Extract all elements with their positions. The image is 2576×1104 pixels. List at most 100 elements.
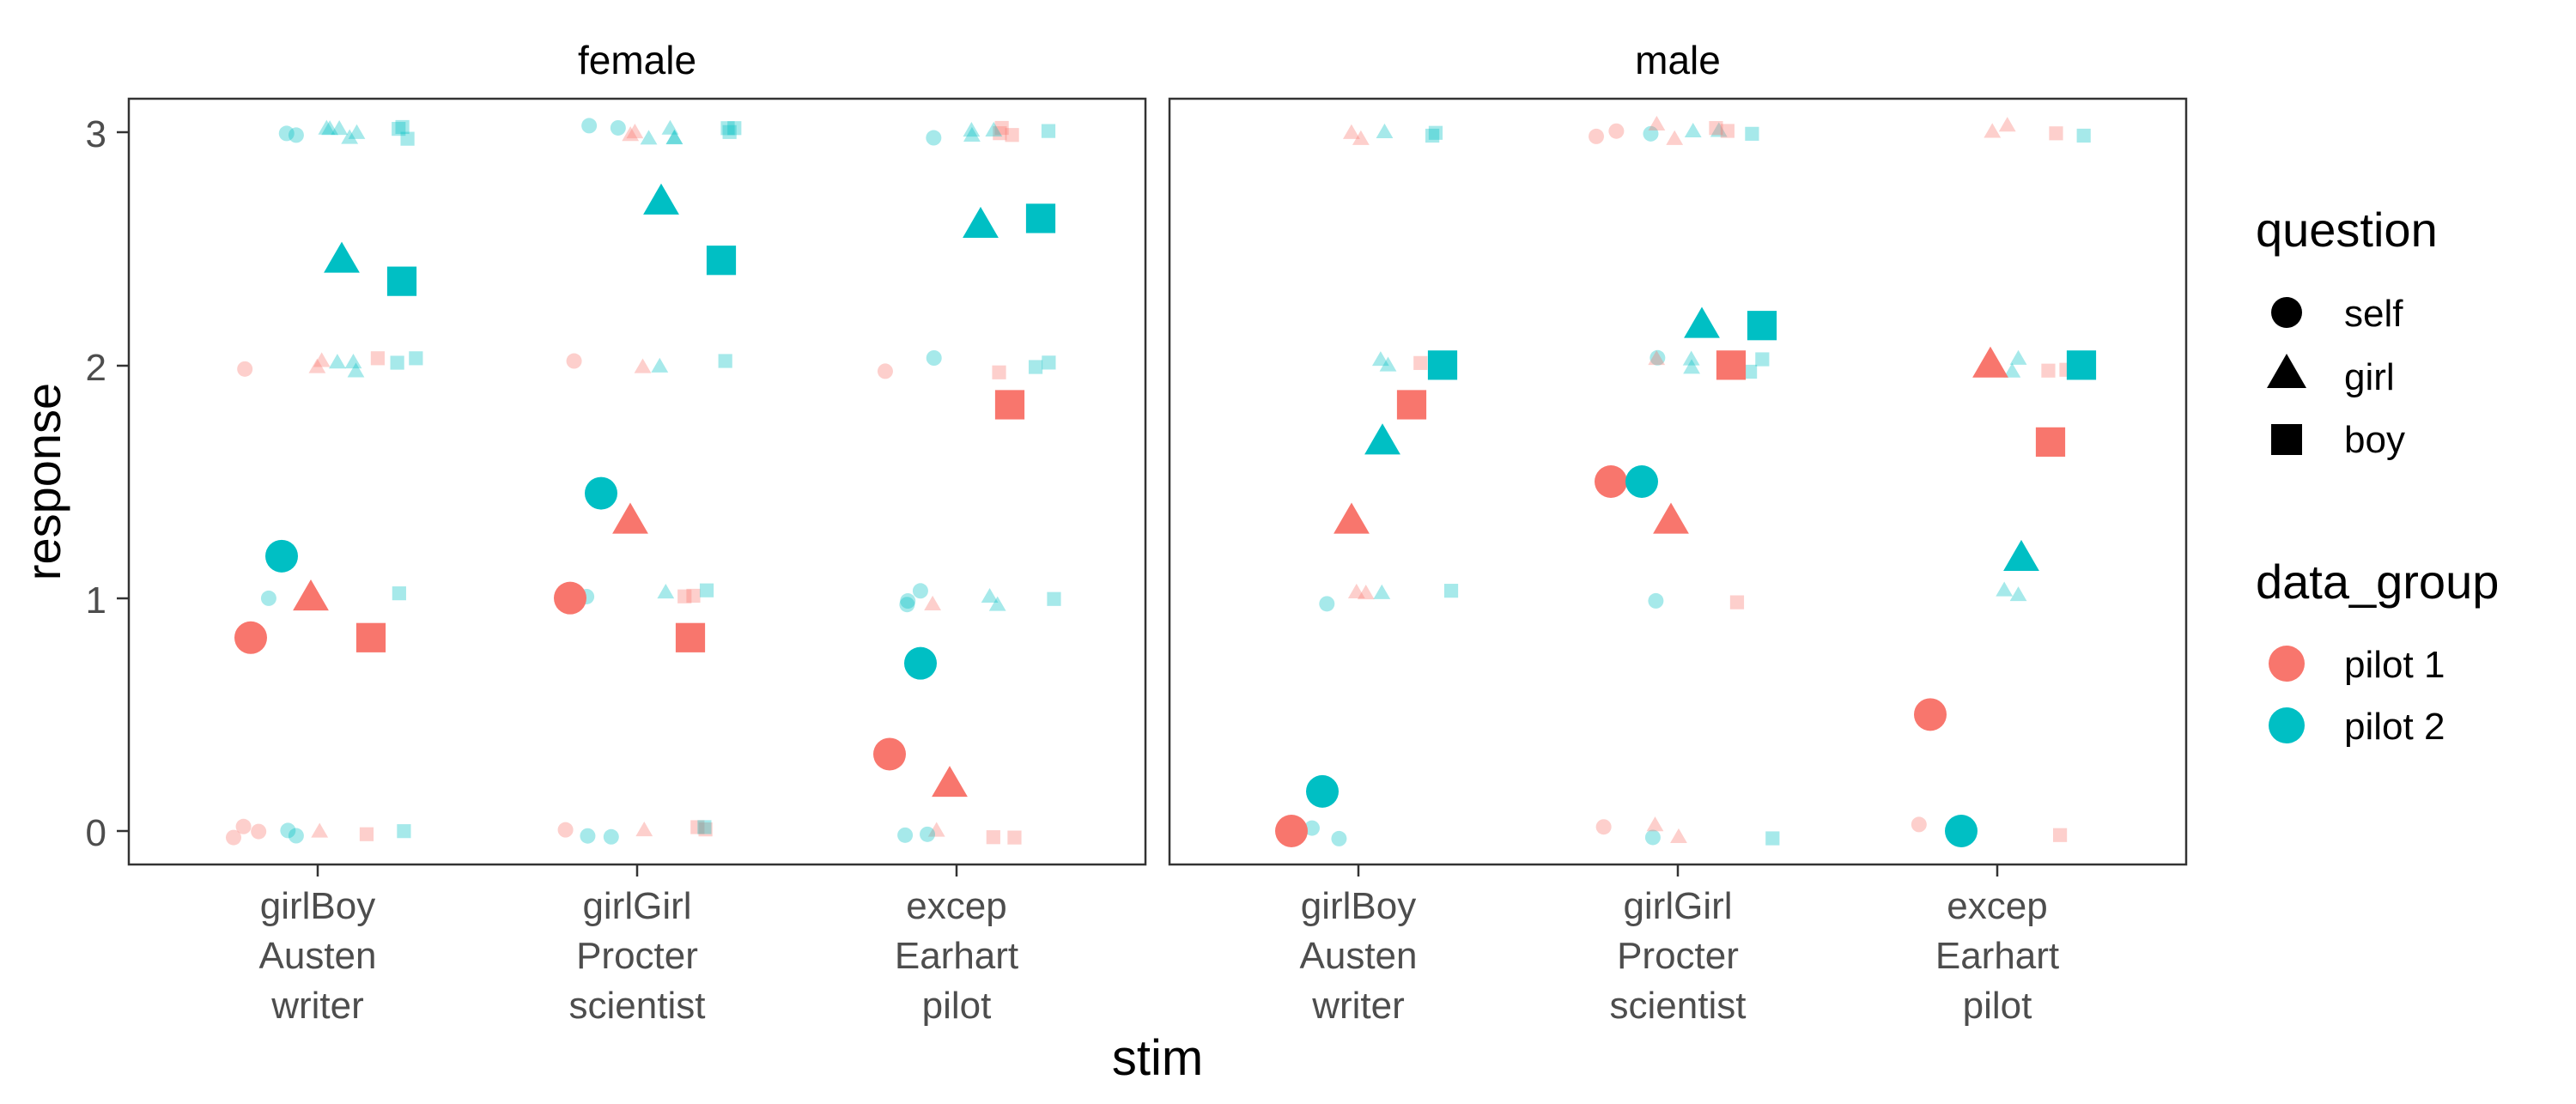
legend-item-self: self [2271, 293, 2403, 335]
mean-point-female-girlBoy-boy [355, 622, 386, 652]
raw-point [321, 120, 339, 136]
raw-point [665, 130, 683, 145]
raw-point [328, 354, 346, 369]
tick-line: scientist [569, 985, 706, 1027]
mean-point-female-girlGirl-self [554, 581, 586, 615]
mean-point-female-excep-boy [1025, 203, 1056, 234]
raw-point [1589, 128, 1605, 144]
raw-point [603, 828, 619, 845]
raw-point [1041, 124, 1056, 138]
raw-point [986, 830, 1000, 845]
raw-point [635, 821, 653, 837]
raw-point [1347, 583, 1365, 598]
raw-point [1729, 595, 1745, 610]
mean-point-male-girlBoy-girl [1364, 423, 1400, 455]
raw-point [581, 118, 598, 134]
mean-point-male-girlGirl-boy [1747, 311, 1777, 341]
raw-point [1720, 124, 1735, 138]
raw-point [985, 121, 1003, 137]
raw-point [1745, 126, 1759, 141]
y-axis-title: response [16, 383, 70, 580]
legend: question self girl boy data_group pilot … [2256, 203, 2499, 748]
legend-item-pilot-2: pilot 2 [2269, 706, 2445, 748]
legend-key-square [2271, 424, 2302, 455]
raw-point [727, 121, 742, 136]
raw-point [981, 587, 999, 604]
y-tick-label: 1 [86, 579, 106, 622]
raw-point [720, 121, 735, 136]
raw-point [988, 596, 1006, 611]
mean-point-male-girlBoy-boy [1427, 350, 1458, 380]
raw-point [313, 352, 331, 367]
raw-point [395, 119, 410, 135]
raw-point [1682, 350, 1700, 366]
raw-point [1709, 121, 1723, 136]
tick-line: Procter [1617, 935, 1739, 977]
tick-line: Earhart [895, 935, 1018, 977]
raw-point [651, 357, 669, 373]
raw-point [1042, 355, 1056, 370]
raw-point [2049, 126, 2063, 141]
legend-label: pilot 1 [2344, 644, 2445, 686]
facet-panels: female male [127, 38, 2188, 866]
mean-point-male-girlGirl-self [1625, 465, 1658, 498]
raw-point [924, 595, 942, 610]
mean-point-male-excep-boy [2066, 350, 2097, 380]
raw-point [993, 126, 1007, 141]
legend-label: self [2344, 293, 2403, 335]
legend-title-data-group: data_group [2256, 555, 2499, 609]
raw-point [1376, 123, 1394, 138]
mean-point-female-excep-boy [994, 390, 1025, 420]
mean-point-female-girlGirl-boy [706, 246, 737, 276]
tick-line: writer [270, 985, 364, 1027]
tick-line: girlBoy [1301, 885, 1417, 927]
raw-point [251, 823, 267, 840]
raw-point [311, 822, 329, 838]
raw-point [2009, 349, 2027, 365]
raw-point [686, 588, 701, 604]
raw-point [1649, 349, 1666, 366]
raw-point [226, 829, 242, 846]
legend-item-pilot-1: pilot 1 [2269, 644, 2445, 686]
tick-line: scientist [1610, 985, 1747, 1027]
mean-point-male-excep-boy [2035, 427, 2066, 457]
mean-point-male-girlBoy-girl [1334, 502, 1370, 534]
raw-point [1742, 364, 1758, 379]
raw-point [2009, 586, 2027, 602]
legend-label: girl [2344, 356, 2395, 398]
raw-points [226, 115, 2091, 846]
facet-label-female: female [578, 38, 696, 82]
raw-point [1648, 350, 1666, 366]
mean-point-female-girlBoy-boy [386, 266, 417, 296]
raw-point [580, 828, 596, 844]
raw-point [665, 129, 683, 144]
mean-point-female-girlBoy-self [234, 621, 267, 654]
legend-label: boy [2344, 419, 2405, 461]
raw-point [926, 130, 942, 146]
raw-point [278, 125, 295, 142]
raw-point [1684, 122, 1702, 138]
y-tick-3: 3 [86, 113, 129, 155]
raw-point [235, 818, 252, 834]
legend-title-question: question [2256, 203, 2438, 257]
raw-point [877, 363, 893, 379]
y-tick-1: 1 [86, 579, 129, 622]
tick-line: girlBoy [260, 885, 376, 927]
tick-line: pilot [1963, 985, 2032, 1027]
raw-point [390, 355, 404, 370]
mean-point-male-girlGirl-self [1595, 465, 1627, 498]
raw-point [344, 354, 362, 369]
raw-point [409, 351, 423, 366]
mean-point-female-girlBoy-self [265, 539, 298, 573]
tick-line: excep [1947, 885, 2047, 927]
raw-point [697, 820, 712, 834]
raw-point [722, 124, 737, 139]
tick-line: Austen [1300, 935, 1418, 977]
raw-point [912, 583, 928, 599]
raw-point [920, 826, 936, 842]
y-tick-label: 3 [86, 113, 106, 155]
mean-point-male-girlGirl-boy [1716, 350, 1747, 380]
raw-point [626, 124, 644, 139]
tick-line: girlGirl [582, 885, 691, 927]
raw-point [699, 583, 714, 597]
